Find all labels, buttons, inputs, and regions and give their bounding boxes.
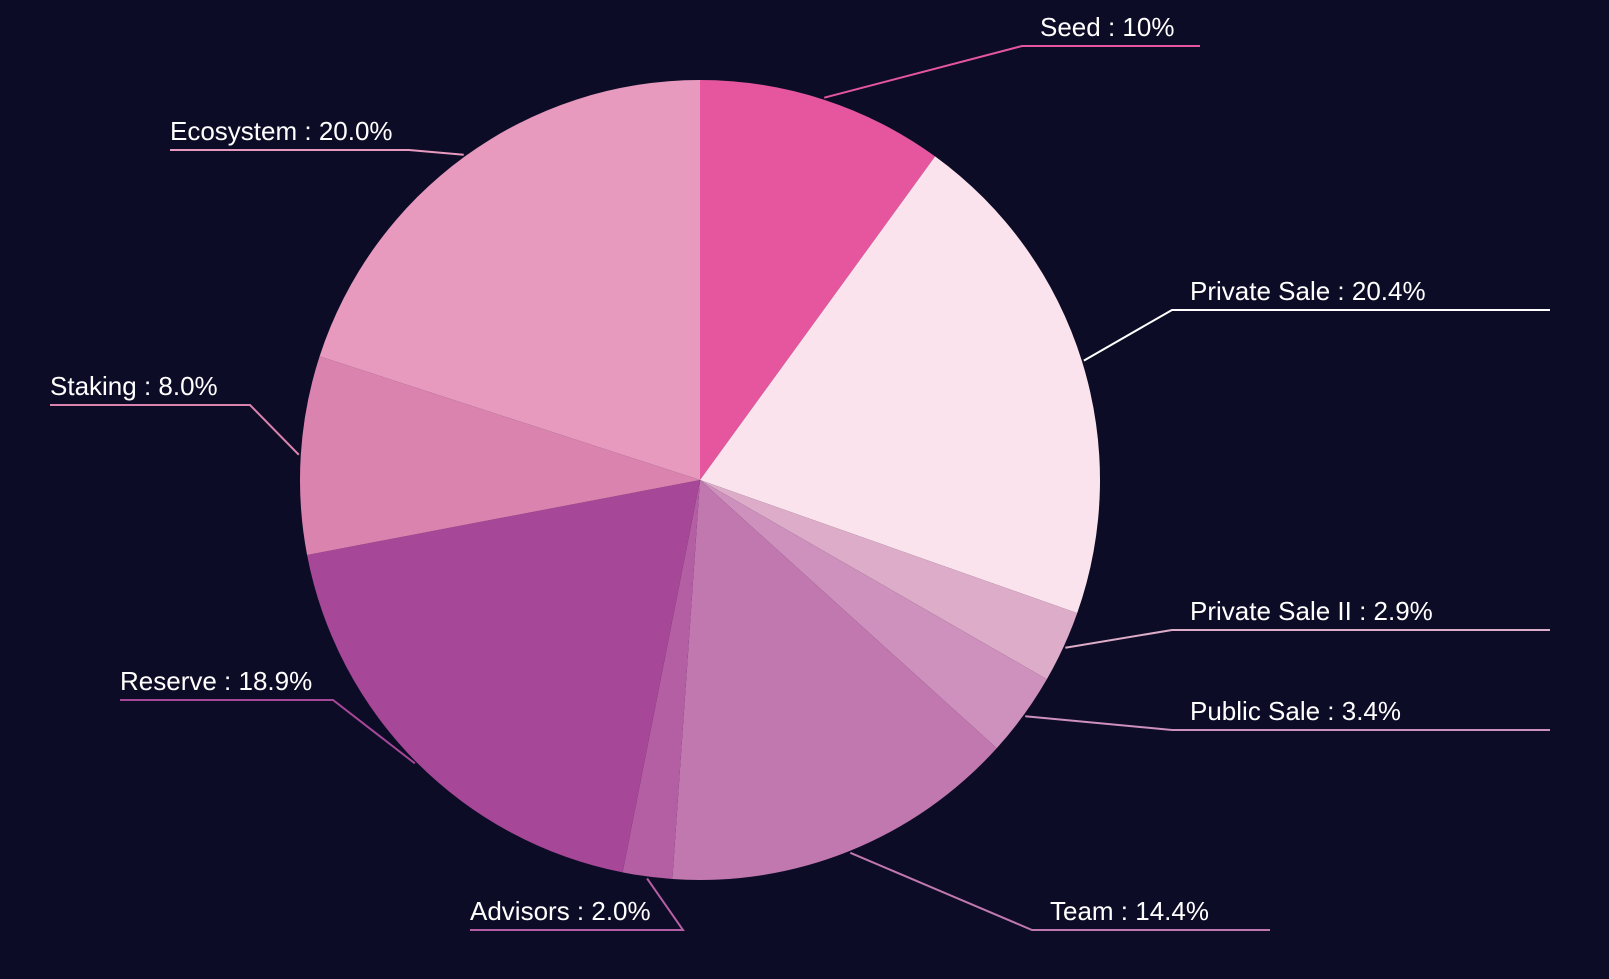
leader-line [824, 46, 1200, 98]
leader-line [50, 405, 299, 455]
slice-label: Seed : 10% [1040, 12, 1174, 42]
slice-label: Public Sale : 3.4% [1190, 696, 1401, 726]
leader-line [120, 700, 415, 763]
slice-label: Advisors : 2.0% [470, 896, 651, 926]
slice-label: Ecosystem : 20.0% [170, 116, 393, 146]
token-allocation-pie-chart: Seed : 10% Private Sale : 20.4% Private Sa… [0, 0, 1609, 979]
leader-line [1084, 310, 1550, 361]
leader-line [170, 150, 464, 155]
slice-label: Reserve : 18.9% [120, 666, 312, 696]
slice-label: Private Sale : 20.4% [1190, 276, 1426, 306]
leader-line [1065, 630, 1550, 648]
pie-slices [300, 80, 1100, 880]
slice-label: Staking : 8.0% [50, 371, 218, 401]
slice-label: Team : 14.4% [1050, 896, 1209, 926]
slice-label: Private Sale II : 2.9% [1190, 596, 1433, 626]
